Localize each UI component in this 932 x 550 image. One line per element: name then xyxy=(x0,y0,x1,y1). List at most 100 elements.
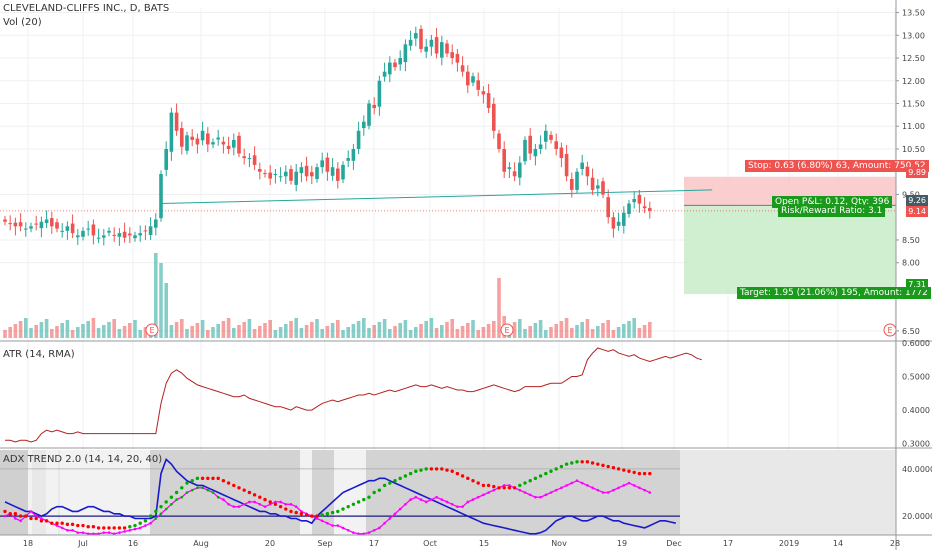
adx-magenta-dot xyxy=(123,530,126,533)
candle-body xyxy=(476,80,480,90)
candle-body xyxy=(258,168,262,172)
candle-body xyxy=(367,103,371,126)
volume-bar xyxy=(284,324,288,338)
time-axis-label: 17 xyxy=(369,539,379,548)
target-zone xyxy=(684,205,896,295)
adx-magenta-dot xyxy=(170,503,173,506)
adx-magenta-dot xyxy=(554,488,558,492)
volume-bar xyxy=(34,325,38,338)
volume-bar xyxy=(492,321,496,338)
candle-body xyxy=(315,167,319,180)
earnings-marker-label: E xyxy=(504,326,509,335)
trendline[interactable] xyxy=(160,189,713,205)
volume-bar xyxy=(648,322,652,338)
candle-body xyxy=(44,219,49,224)
adx-magenta-dot xyxy=(518,488,522,492)
adx-trend-dot xyxy=(216,476,220,481)
earnings-marker xyxy=(500,323,514,337)
candle-body xyxy=(29,226,33,229)
adx-trend-dot xyxy=(445,468,449,472)
volume-bar xyxy=(159,263,163,338)
volume-bar xyxy=(434,328,439,338)
adx-magenta-dot xyxy=(617,486,620,490)
adx-magenta-dot xyxy=(596,488,600,492)
candle-body xyxy=(351,148,356,161)
adx-trend-dot xyxy=(284,507,288,511)
adx-trend-dot xyxy=(268,500,272,504)
candle-body xyxy=(284,171,288,177)
adx-magenta-dot xyxy=(294,505,298,508)
adx-trend-dot xyxy=(24,514,28,518)
adx-trend-dot xyxy=(154,509,158,514)
adx-trend-dot xyxy=(294,510,298,515)
time-axis-label: 19 xyxy=(617,539,627,548)
risk-reward-label[interactable]: Risk/Reward Ratio: 3.1 xyxy=(778,205,886,217)
candle-body xyxy=(112,234,116,236)
volume-bar xyxy=(325,326,330,338)
adx-magenta-dot xyxy=(539,495,542,499)
volume-bar xyxy=(424,321,428,338)
atr-axis-label: 0.6000 xyxy=(902,339,930,348)
adx-magenta-dot xyxy=(144,524,147,527)
stop-label[interactable]: Stop: 0.63 (6.80%) 63, Amount: 750.52 xyxy=(745,160,929,172)
volume-bar xyxy=(299,328,304,338)
candle-body xyxy=(299,167,304,174)
volume-bar xyxy=(642,325,647,338)
adx-magenta-dot xyxy=(632,484,636,487)
adx-trend-dot xyxy=(346,504,350,509)
adx-magenta-dot xyxy=(102,531,106,534)
volume-bar xyxy=(195,323,200,338)
candle-body xyxy=(471,76,475,83)
adx-trend-dot xyxy=(507,486,512,490)
adx-trend-dot xyxy=(232,483,236,488)
candle-body xyxy=(570,179,574,190)
price-axis-label: 13.50 xyxy=(902,9,925,18)
adx-trend-dot xyxy=(263,497,267,502)
adx-trend-dot xyxy=(278,504,283,509)
adx-trend-dot xyxy=(455,471,460,476)
volume-bar xyxy=(398,323,402,338)
adx-band xyxy=(60,450,150,535)
candle-body xyxy=(388,62,392,75)
candle-body xyxy=(304,165,309,177)
adx-trend-dot xyxy=(601,463,605,468)
volume-bar xyxy=(102,325,106,338)
earnings-marker-label: E xyxy=(149,326,154,335)
volume-bar xyxy=(564,318,569,338)
volume-bar xyxy=(549,327,553,338)
candle-body xyxy=(450,52,454,59)
adx-magenta-dot xyxy=(606,491,610,494)
volume-bar xyxy=(512,322,517,338)
volume-bar xyxy=(107,322,111,338)
volume-bar xyxy=(637,328,642,338)
adx-trend-dot xyxy=(320,513,324,517)
volume-bar xyxy=(91,318,96,338)
volume-bar xyxy=(377,322,382,338)
candle-body xyxy=(585,166,590,177)
adx-magenta-dot xyxy=(388,517,392,520)
volume-bar xyxy=(44,319,49,338)
adx-magenta-dot xyxy=(383,521,386,525)
adx-trend-dot xyxy=(289,509,293,514)
adx-trend-dot xyxy=(424,467,428,471)
adx-magenta-dot xyxy=(570,481,574,485)
candle-body xyxy=(310,172,314,177)
adx-magenta-dot xyxy=(118,531,121,534)
candle-body xyxy=(408,39,413,46)
adx-trend-dot xyxy=(148,514,153,518)
adx-trend-dot xyxy=(336,509,340,514)
volume-bar xyxy=(351,324,356,338)
volume-bar xyxy=(538,320,543,338)
adx-magenta-dot xyxy=(320,519,324,523)
adx-axis-label: 40.0000 xyxy=(902,465,932,474)
volume-bar xyxy=(268,320,272,338)
adx-magenta-dot xyxy=(284,503,288,506)
candle-body xyxy=(226,145,231,149)
adx-band xyxy=(0,450,28,535)
candle-body xyxy=(502,148,506,172)
target-label[interactable]: Target: 1.95 (21.06%) 195, Amount: 1772 xyxy=(737,287,931,299)
candle-body xyxy=(180,128,184,147)
